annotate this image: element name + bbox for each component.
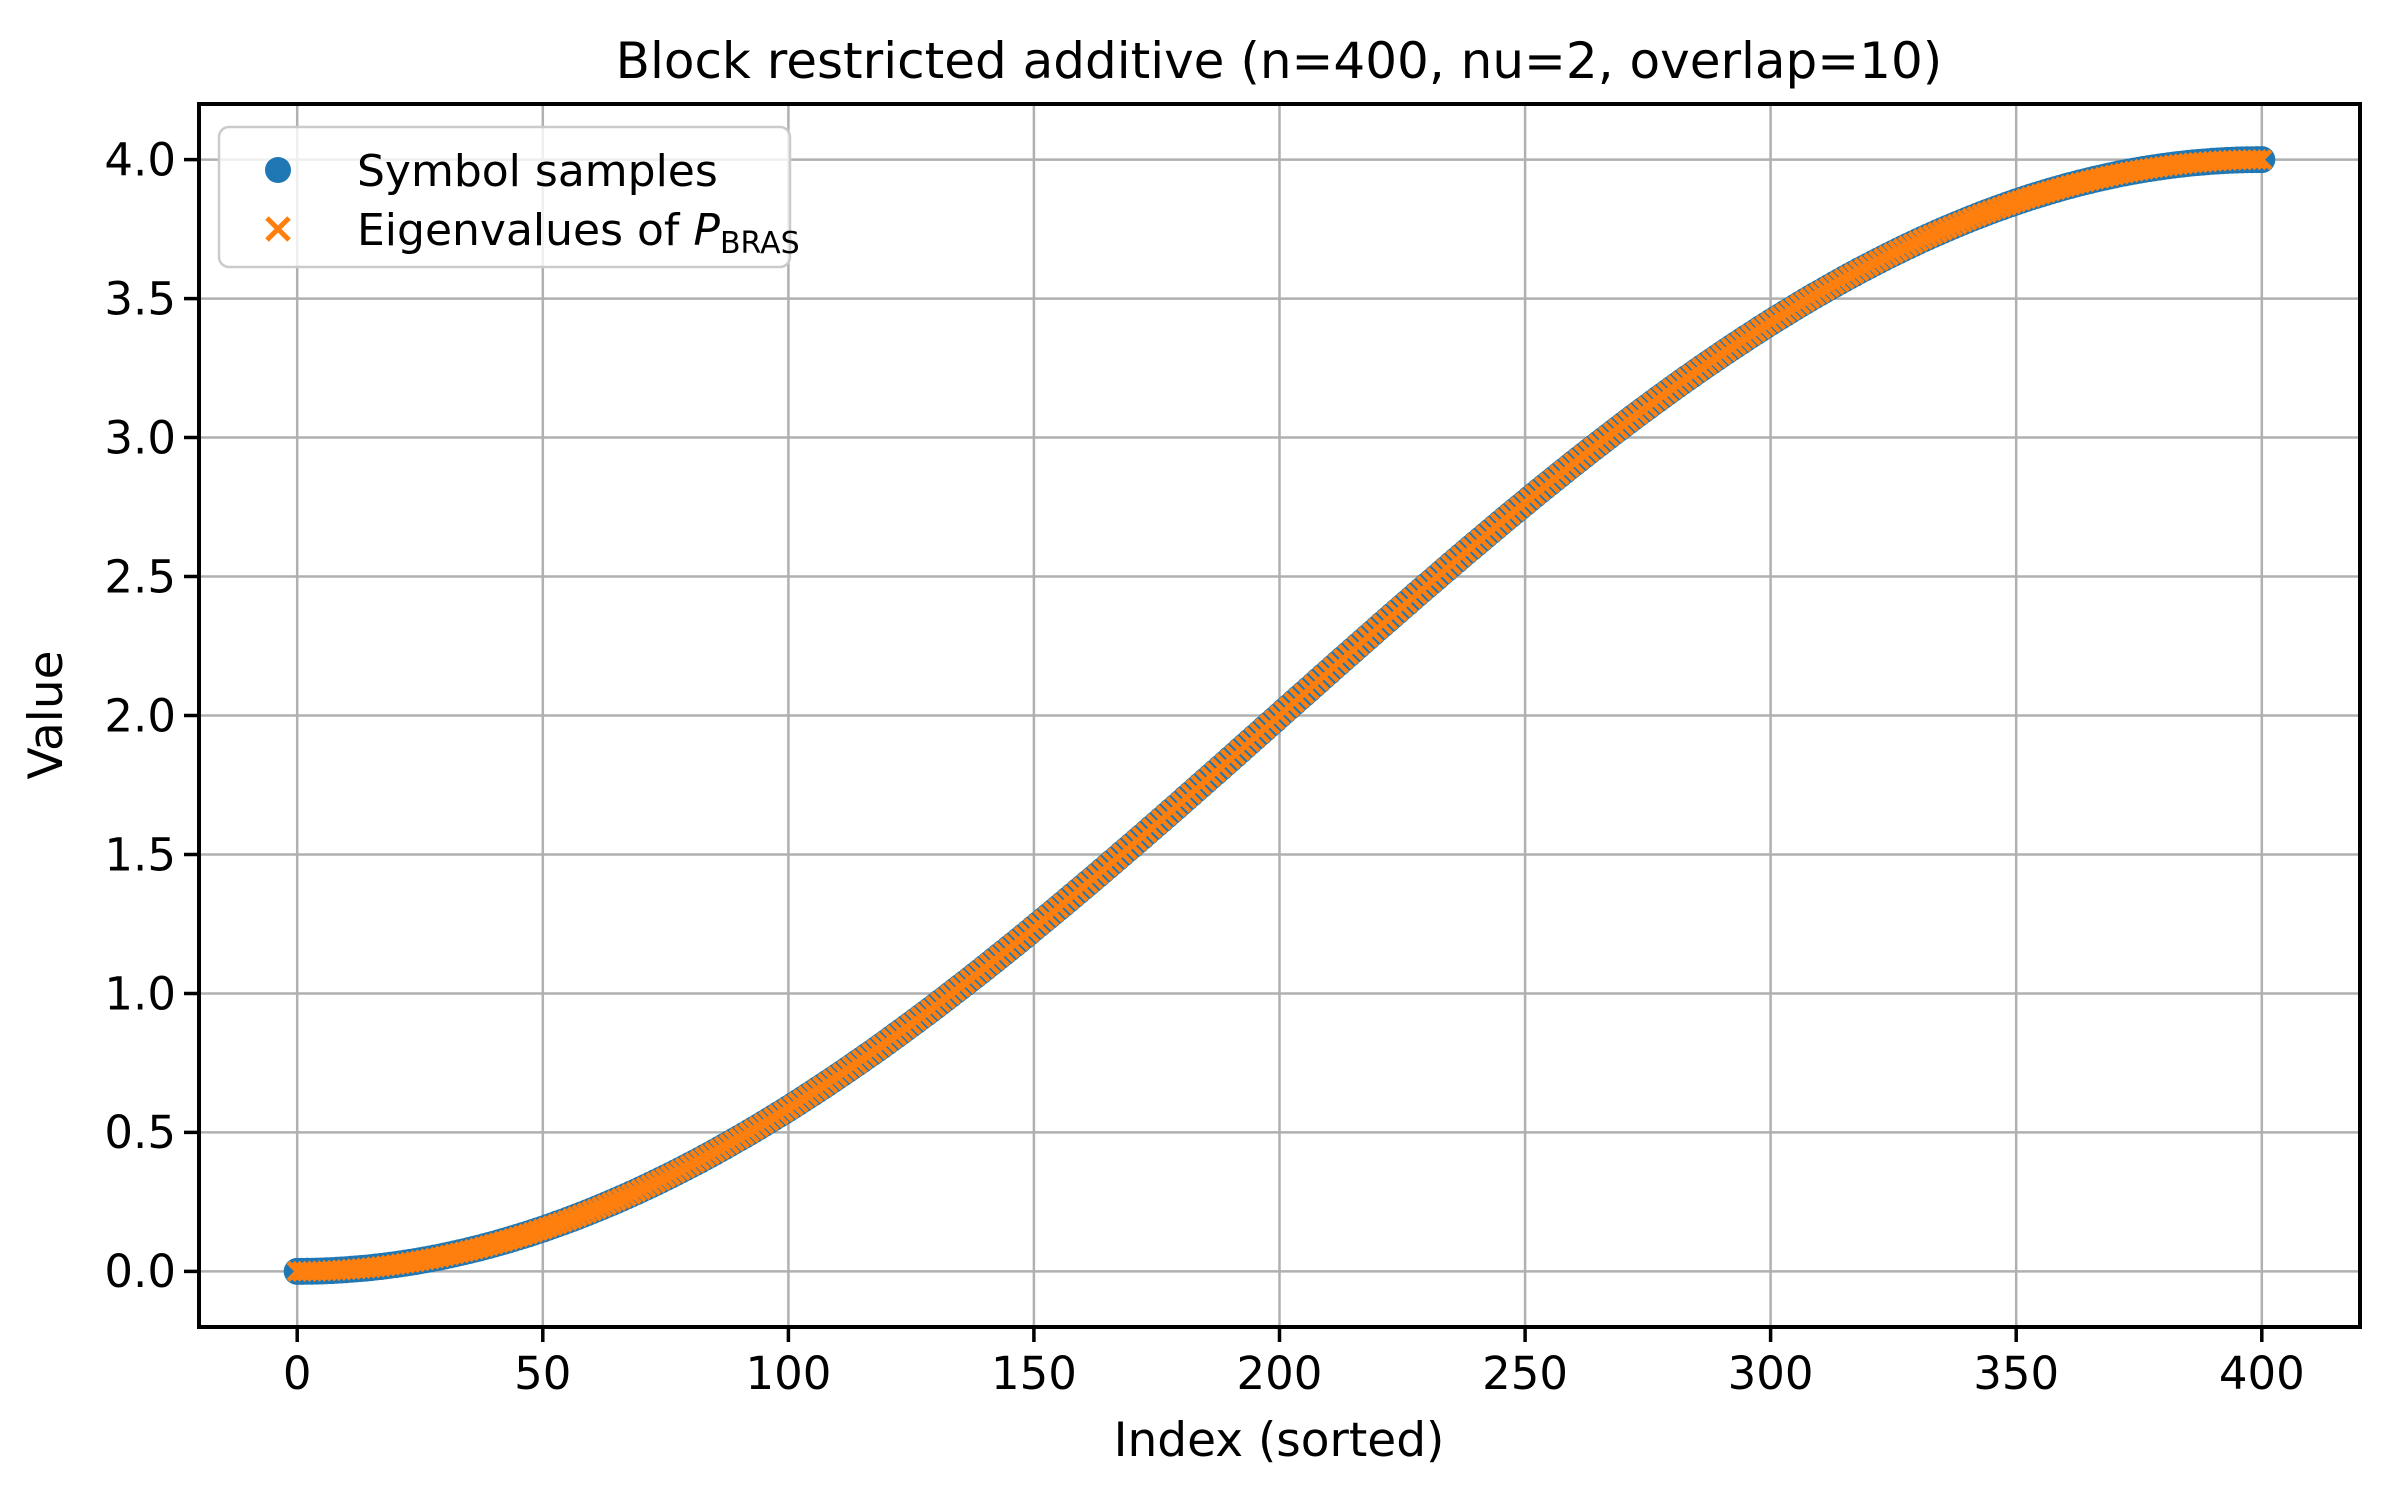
x-tick-label: 300 bbox=[1728, 1347, 1814, 1400]
legend: Symbol samples Eigenvalues of PBRAS bbox=[217, 125, 800, 269]
y-tick-label: 0.5 bbox=[104, 1106, 176, 1159]
eigenvalue-x-markers bbox=[286, 149, 2273, 1282]
axis-ticks bbox=[184, 157, 2264, 1342]
x-tick-label: 50 bbox=[514, 1347, 571, 1400]
legend-label-symbol-samples: Symbol samples bbox=[357, 146, 718, 197]
legend-x-marker-icon bbox=[265, 216, 291, 242]
legend-box bbox=[217, 125, 792, 269]
x-tick-label: 0 bbox=[283, 1347, 312, 1400]
y-tick-label: 2.5 bbox=[104, 550, 176, 603]
y-tick-label: 1.0 bbox=[104, 967, 176, 1020]
legend-circle-marker-icon bbox=[265, 157, 291, 183]
y-tick-label: 4.0 bbox=[104, 133, 176, 186]
series-eigenvalues bbox=[286, 149, 2273, 1282]
chart-title: Block restricted additive (n=400, nu=2, … bbox=[616, 32, 1943, 90]
x-tick-label: 150 bbox=[991, 1347, 1077, 1400]
x-tick-label: 400 bbox=[2219, 1347, 2305, 1400]
y-tick-label: 3.0 bbox=[104, 411, 176, 464]
y-tick-label: 2.0 bbox=[104, 689, 176, 742]
legend-label-eigenvalues: Eigenvalues of PBRAS bbox=[357, 205, 800, 261]
x-axis-label: Index (sorted) bbox=[1114, 1413, 1445, 1468]
x-tick-label: 350 bbox=[1973, 1347, 2059, 1400]
axis-tick-labels: 0 50 100 150 200 250 300 350 400 0.0 0.5 1.0 1.5 2.0 2… bbox=[104, 133, 2304, 1400]
x-tick-label: 250 bbox=[1482, 1347, 1568, 1400]
y-tick-label: 1.5 bbox=[104, 828, 176, 881]
x-tick-label: 200 bbox=[1237, 1347, 1323, 1400]
y-axis-label: Value bbox=[19, 650, 74, 779]
plot-border bbox=[197, 102, 2362, 1329]
y-tick-label: 0.0 bbox=[104, 1245, 176, 1298]
y-tick-label: 3.5 bbox=[104, 272, 176, 325]
x-tick-label: 100 bbox=[745, 1347, 831, 1400]
